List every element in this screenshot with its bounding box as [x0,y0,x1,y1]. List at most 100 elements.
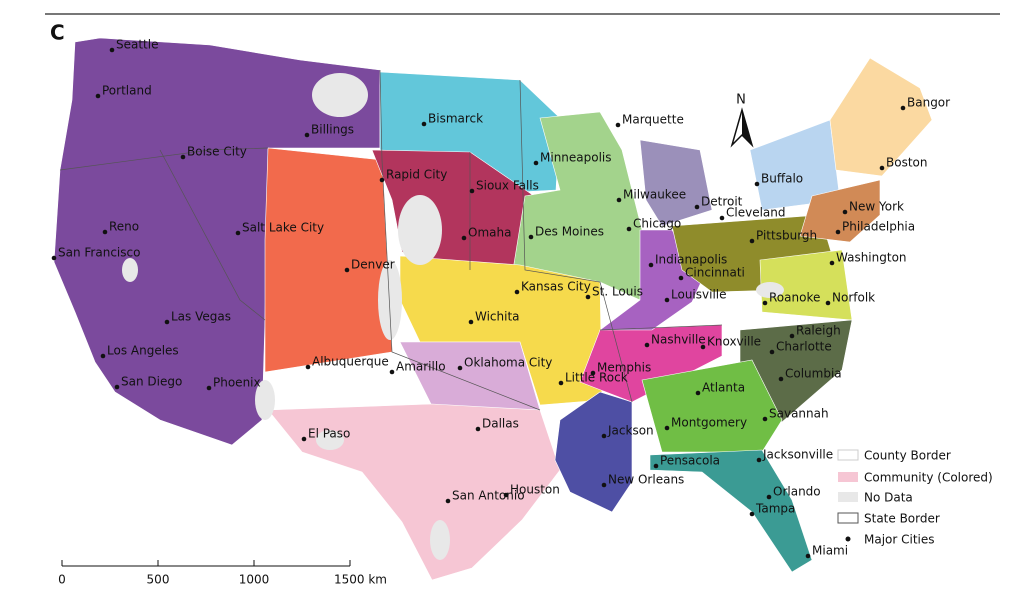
city-label: Tampa [755,502,795,516]
city-dot [678,275,684,281]
city-label: Omaha [468,226,511,240]
city-label: Charlotte [776,340,832,354]
legend: County Border Community (Colored) No Dat… [837,449,993,547]
city-dot [648,262,654,268]
city-dot [503,492,509,498]
city-dot [700,344,706,350]
swatch [837,449,859,461]
arrow-half [742,110,752,145]
city-dot [305,364,311,370]
city-label: Milwaukee [623,188,686,202]
city-label: St. Louis [592,285,643,299]
legend-label: Major Cities [864,533,935,547]
city-label: Knoxville [707,335,761,349]
city-label: Miami [812,544,848,558]
region [649,449,813,573]
city-label: Seattle [116,38,158,52]
region [829,57,933,177]
city-dot [304,132,310,138]
city-label: San Francisco [58,246,140,260]
city-label: Billings [311,123,354,137]
city-dot [100,353,106,359]
city-label: Norfolk [832,291,875,305]
scale-label: 0 [58,573,66,587]
city-dot [601,433,607,439]
scale-label: 1500 km [334,573,387,587]
city-dot [805,553,811,559]
state-borders [59,69,723,411]
city-label: Philadelphia [842,220,915,234]
city-dot [180,154,186,160]
city-label: Columbia [785,367,842,381]
city-dot [615,122,621,128]
city-label: Atlanta [702,381,745,395]
no-data [122,73,784,560]
city-dot [749,238,755,244]
city-dot [719,215,725,221]
city-label: Salt Lake City [242,221,324,235]
city-label: Bangor [907,96,950,110]
region [264,147,393,373]
city-dot [694,204,700,210]
city-label: Little Rock [565,371,628,385]
city-dot [664,297,670,303]
city-label: Oklahoma City [464,356,552,370]
city-label: Minneapolis [540,151,612,165]
city-label: Wichita [475,310,520,324]
city-label: Jacksonville [762,448,833,462]
region [399,341,541,411]
city-dot [528,234,534,240]
city-label: New York [849,200,904,214]
city-dot [829,260,835,266]
city-label: Kansas City [521,280,591,294]
city-label: Indianapolis [655,253,727,267]
city-label: Portland [102,84,152,98]
cities: Seattle Portland Billings Boise City Bismarc… [51,38,950,559]
city-dot [468,319,474,325]
city-dot [585,294,591,300]
city-dot [469,188,475,194]
region [579,324,723,403]
city-label: Phoenix [213,376,261,390]
city-dot [445,498,451,504]
city-label: Louisville [671,288,727,302]
region [399,255,603,406]
city-label: Chicago [633,217,681,231]
city-label: Cincinnati [685,266,745,280]
city-label: Sioux Falls [476,179,539,193]
city-label: Las Vegas [171,310,231,324]
region [799,179,881,243]
panel-label: C [50,21,65,45]
city-dot [457,365,463,371]
city-label: San Antonio [452,489,525,503]
city-dot [835,229,841,235]
city-label: San Diego [121,375,182,389]
region [639,139,713,227]
city-dot [379,177,385,183]
city-label: Pensacola [660,454,720,468]
city-dot [762,416,768,422]
city-label: Detroit [701,195,743,209]
scale-bar: 0 500 1000 1500 km [58,560,387,587]
city-dot [756,457,762,463]
city-dot [842,209,848,215]
city-dot [644,342,650,348]
city-dot [900,105,906,111]
city-dot [514,289,520,295]
city-dot [879,165,885,171]
city-dot [769,349,775,355]
city-label: Montgomery [671,416,747,430]
city-dot [95,93,101,99]
city-dot [789,333,795,339]
city-dot [114,384,120,390]
city-label: Boise City [187,145,247,159]
scale-label: 1000 [239,573,270,587]
city-label: Des Moines [535,225,604,239]
city-dot [616,197,622,203]
city-dot [664,425,670,431]
city-dot [762,300,768,306]
swatch [845,536,851,542]
city-label: Dallas [482,417,519,431]
city-label: Pittsburgh [756,229,817,243]
